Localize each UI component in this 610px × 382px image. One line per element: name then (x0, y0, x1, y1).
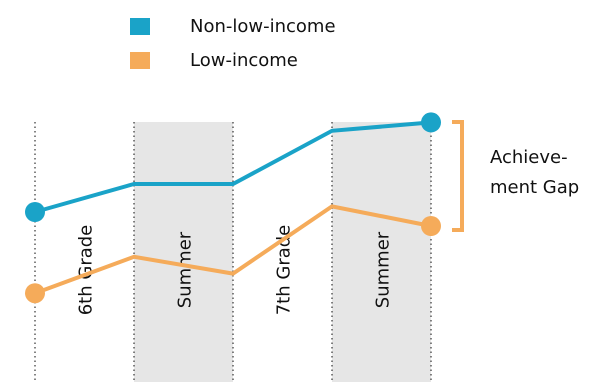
endpoint-marker (421, 112, 441, 133)
period-label: Summer (373, 231, 394, 308)
background (34, 122, 432, 382)
period-label: 7th Grade (274, 225, 295, 316)
endpoint-marker (25, 202, 45, 222)
period-label: 6th Grade (76, 225, 97, 316)
gap-bracket (452, 120, 464, 232)
period-label: Summer (175, 231, 196, 308)
period-shade (134, 122, 233, 382)
legend-label: Low-income (190, 50, 298, 71)
annotation: ment Gap (490, 177, 579, 198)
series-line (34, 204, 432, 296)
legend-label: Non-low-income (190, 16, 336, 37)
legend-swatch (130, 52, 150, 69)
endpoint-marker (25, 283, 45, 304)
annotation: Achieve- (490, 147, 568, 168)
period-shade (332, 122, 431, 382)
endpoint-marker (421, 216, 441, 236)
legend-swatch (130, 18, 150, 35)
series-line (34, 120, 432, 214)
